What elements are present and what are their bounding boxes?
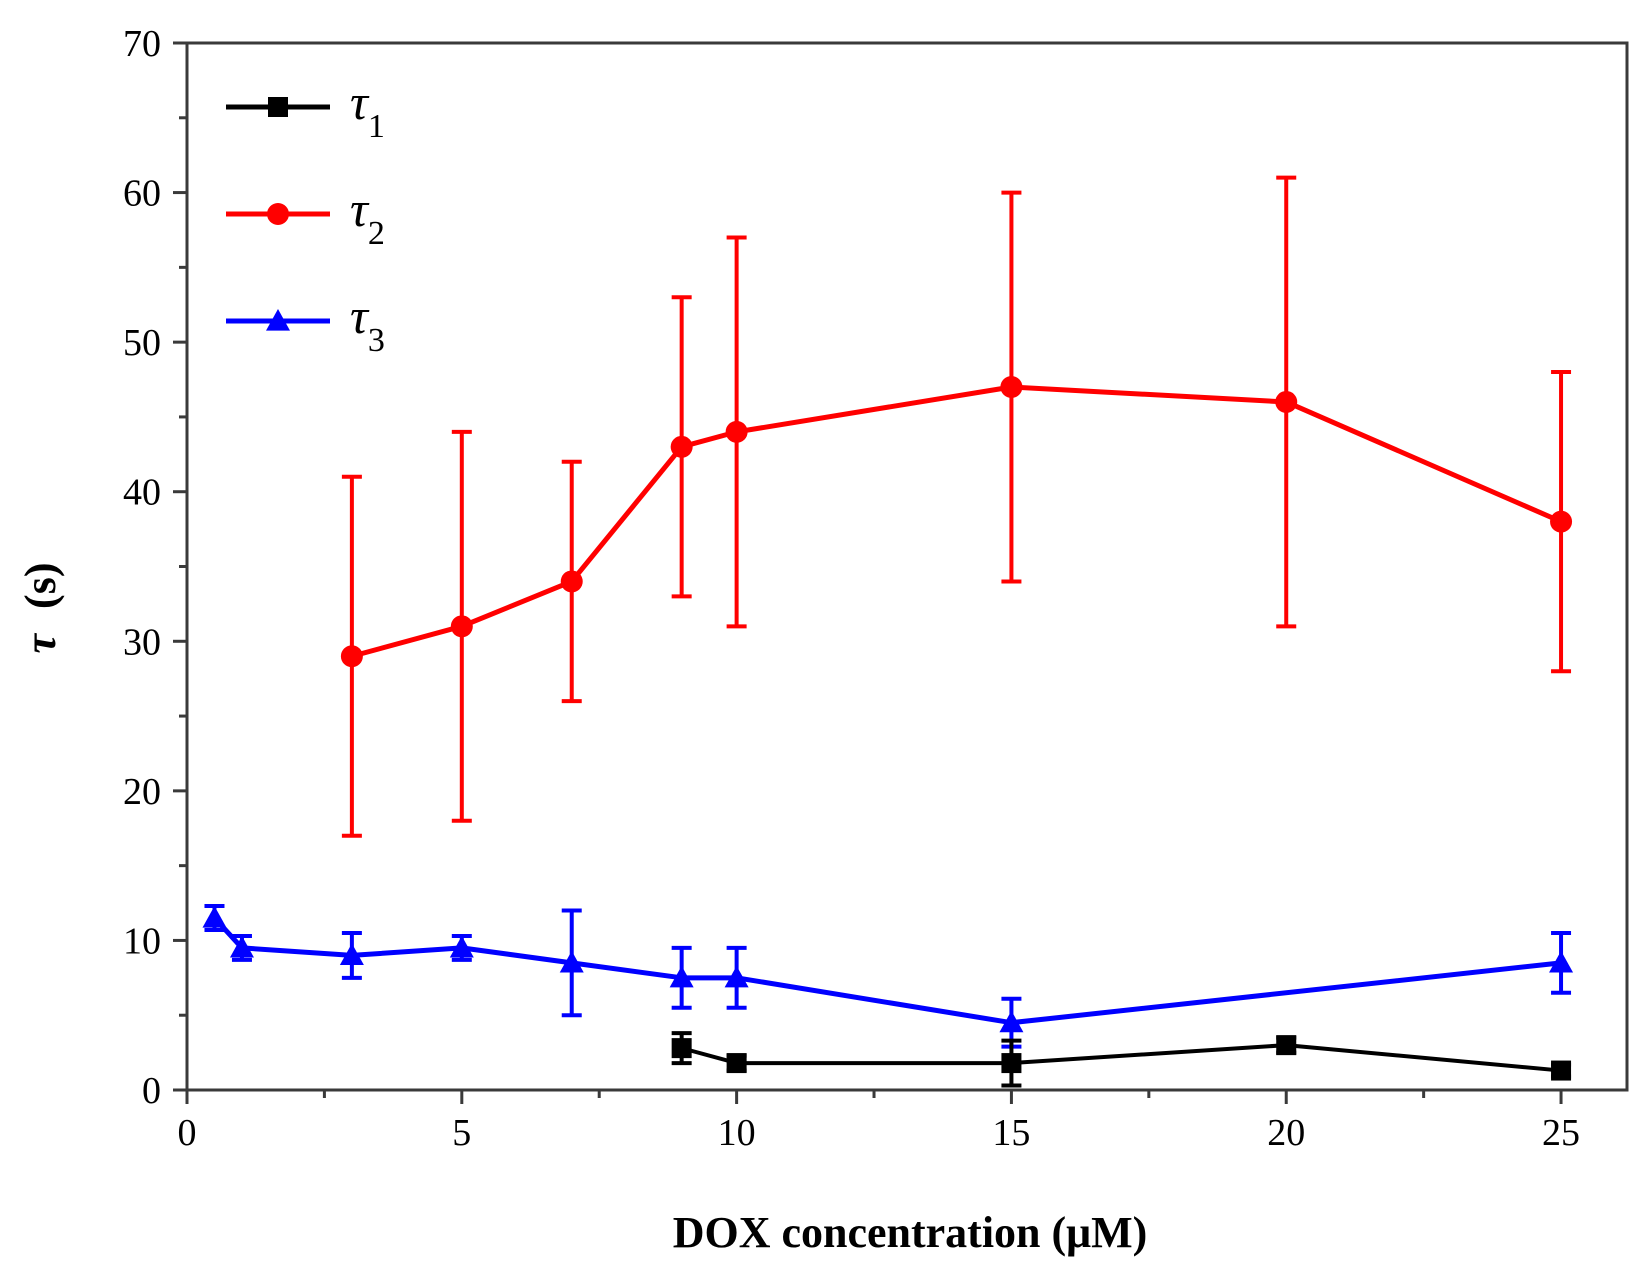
y-axis-title-symbol: τ <box>16 632 65 653</box>
legend-label: τ3 <box>350 288 385 359</box>
y-tick-label: 70 <box>123 23 161 65</box>
data-point <box>559 950 584 973</box>
legend-symbol: τ <box>350 288 370 344</box>
data-point <box>202 905 227 928</box>
x-tick-label: 5 <box>452 1112 471 1154</box>
x-tick-label: 10 <box>718 1112 756 1154</box>
data-point <box>229 935 254 958</box>
data-point <box>1551 1060 1572 1081</box>
series-group <box>202 175 1574 1088</box>
series-tau1 <box>671 1031 1572 1088</box>
legend-marker <box>267 203 289 225</box>
data-point <box>1549 950 1574 973</box>
x-tick-label: 0 <box>178 1112 197 1154</box>
data-point <box>1275 390 1298 413</box>
x-axis-title: DOX concentration (μM) <box>673 1208 1148 1257</box>
y-tick-label: 40 <box>123 472 161 514</box>
data-point <box>1550 510 1573 533</box>
plot-border <box>185 41 1629 1092</box>
legend-marker <box>266 309 290 331</box>
y-tick-label: 60 <box>123 173 161 215</box>
y-axis-title: τ (s) <box>16 563 65 654</box>
y-axis-title-unit: (s) <box>16 563 65 609</box>
series-tau3-line <box>212 916 1562 1026</box>
y-tick-label: 50 <box>123 322 161 364</box>
data-point <box>1000 376 1023 399</box>
axis-ticks: 0 5 10 15 20 25 0 10 20 30 40 50 60 70 <box>123 23 1580 1154</box>
data-point <box>725 420 748 443</box>
data-point <box>726 1053 747 1074</box>
series-tau3 <box>202 904 1574 1049</box>
legend-label: τ2 <box>350 181 385 252</box>
data-point <box>671 1038 692 1059</box>
data-point <box>339 943 364 965</box>
legend-subscript: 2 <box>368 215 385 252</box>
x-tick-label: 25 <box>1542 1112 1580 1154</box>
plot-frame <box>185 41 1629 1092</box>
x-tick-label: 15 <box>992 1112 1030 1154</box>
y-tick-label: 20 <box>123 771 161 813</box>
data-point <box>450 615 473 638</box>
data-point <box>560 570 583 593</box>
series-tau2-line <box>351 384 1563 659</box>
series-tau1-line <box>681 1043 1562 1073</box>
y-tick-label: 30 <box>123 621 161 663</box>
legend-symbol: τ <box>350 74 370 130</box>
y-tick-label: 10 <box>123 920 161 962</box>
svg-text:τ (s): τ (s) <box>16 563 65 654</box>
data-point <box>724 965 749 988</box>
data-point <box>999 1010 1024 1033</box>
data-point <box>340 645 363 668</box>
legend-marker <box>268 97 288 117</box>
data-point <box>670 435 693 458</box>
series-tau2 <box>340 175 1573 838</box>
x-tick-label: 20 <box>1267 1112 1305 1154</box>
data-point <box>1001 1053 1022 1074</box>
data-point <box>669 965 694 988</box>
legend-subscript: 1 <box>368 108 385 145</box>
legend-label: τ1 <box>350 74 385 145</box>
legend-item-tau3: τ3 <box>226 288 385 359</box>
y-tick-label: 0 <box>142 1070 161 1112</box>
data-point <box>1276 1035 1297 1056</box>
data-point <box>449 935 474 958</box>
legend-symbol: τ <box>350 181 370 237</box>
legend-item-tau2: τ2 <box>226 181 385 252</box>
legend-subscript: 3 <box>368 322 385 359</box>
legend-item-tau1: τ1 <box>226 74 385 145</box>
